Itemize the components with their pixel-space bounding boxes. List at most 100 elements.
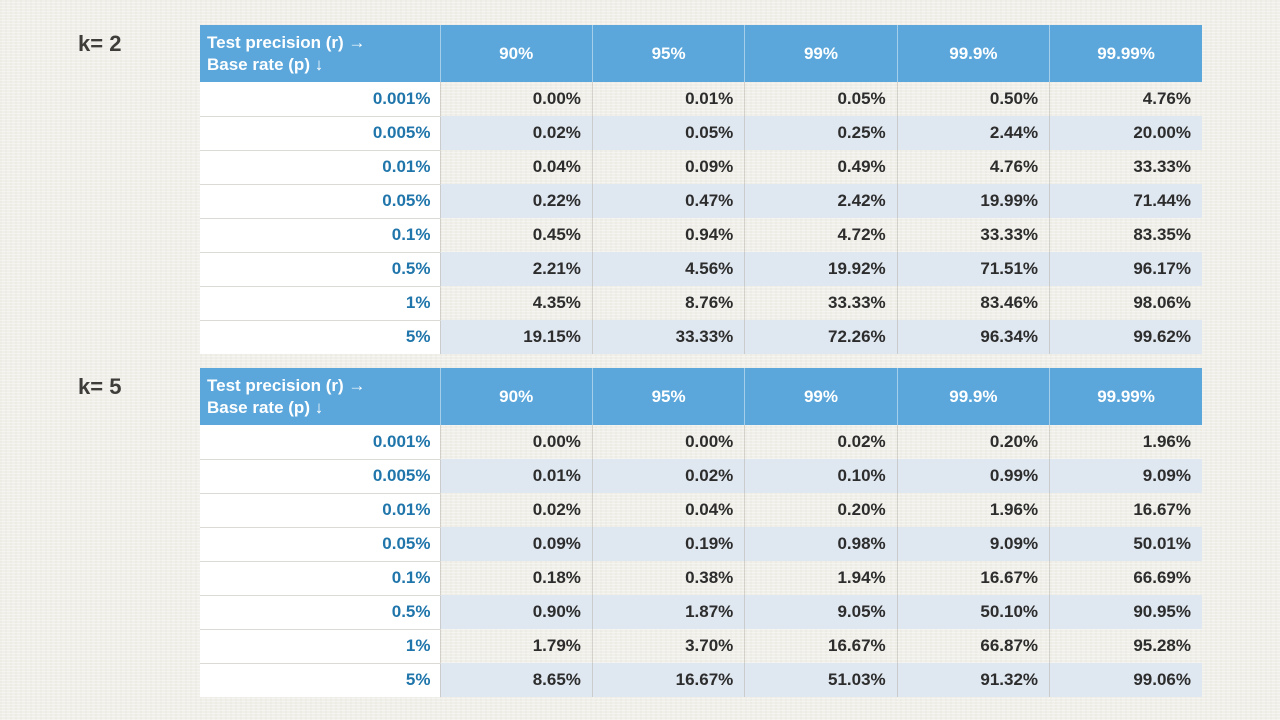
value-cell: 0.20% <box>896 425 1050 459</box>
value-cell: 33.33% <box>591 320 745 354</box>
row-label: 1% <box>200 286 440 321</box>
value-cell: 16.67% <box>591 663 745 697</box>
value-cell: 33.33% <box>1049 150 1202 184</box>
column-header: 99.99% <box>1049 368 1202 425</box>
value-cell: 95.28% <box>1049 629 1202 663</box>
value-cell: 16.67% <box>744 629 898 663</box>
value-cell: 20.00% <box>1049 116 1202 150</box>
value-cell: 0.04% <box>591 493 745 527</box>
column-header: 99.99% <box>1049 25 1202 82</box>
value-cell: 0.05% <box>744 82 898 116</box>
corner-header-cell: Test precision (r) → Base rate (p) ↓ <box>200 25 440 82</box>
table-row: 0.01% 0.04% 0.09% 0.49% 4.76% 33.33% <box>200 150 1202 185</box>
row-label: 5% <box>200 663 440 697</box>
row-label: 0.05% <box>200 527 440 562</box>
value-cell: 9.09% <box>1049 459 1202 493</box>
table-body: 0.001% 0.00% 0.00% 0.02% 0.20% 1.96% 0.005% 0.0… <box>200 425 1202 697</box>
value-cell: 1.96% <box>896 493 1050 527</box>
header-row: Test precision (r) → Base rate (p) ↓ 90%… <box>200 368 1202 425</box>
value-cell: 0.19% <box>591 527 745 561</box>
value-cell: 50.10% <box>896 595 1050 629</box>
value-cell: 2.21% <box>439 252 593 286</box>
value-cell: 99.62% <box>1049 320 1202 354</box>
k-table-section: k= 2 Test precision (r) → Base rate (p) … <box>0 25 1280 355</box>
value-cell: 0.05% <box>591 116 745 150</box>
value-cell: 1.79% <box>439 629 593 663</box>
column-header: 90% <box>439 368 593 425</box>
column-header: 99.9% <box>896 368 1050 425</box>
value-cell: 33.33% <box>896 218 1050 252</box>
value-cell: 3.70% <box>591 629 745 663</box>
precision-baserate-table: Test precision (r) → Base rate (p) ↓ 90%… <box>200 25 1202 354</box>
row-label: 0.01% <box>200 493 440 528</box>
value-cell: 2.44% <box>896 116 1050 150</box>
value-cell: 0.47% <box>591 184 745 218</box>
table-row: 0.001% 0.00% 0.01% 0.05% 0.50% 4.76% <box>200 82 1202 117</box>
value-cell: 0.18% <box>439 561 593 595</box>
value-cell: 96.17% <box>1049 252 1202 286</box>
column-header: 95% <box>591 368 745 425</box>
table-row: 0.1% 0.45% 0.94% 4.72% 33.33% 83.35% <box>200 218 1202 253</box>
value-cell: 4.56% <box>591 252 745 286</box>
corner-header-line2: Base rate (p) ↓ <box>207 397 324 417</box>
value-cell: 0.98% <box>744 527 898 561</box>
value-cell: 4.72% <box>744 218 898 252</box>
value-cell: 33.33% <box>744 286 898 320</box>
value-cell: 1.96% <box>1049 425 1202 459</box>
table-row: 5% 19.15% 33.33% 72.26% 96.34% 99.62% <box>200 320 1202 354</box>
value-cell: 1.94% <box>744 561 898 595</box>
value-cell: 0.50% <box>896 82 1050 116</box>
table-row: 0.01% 0.02% 0.04% 0.20% 1.96% 16.67% <box>200 493 1202 528</box>
table-row: 0.5% 2.21% 4.56% 19.92% 71.51% 96.17% <box>200 252 1202 287</box>
value-cell: 2.42% <box>744 184 898 218</box>
column-header: 99% <box>744 368 898 425</box>
value-cell: 71.44% <box>1049 184 1202 218</box>
row-label: 0.1% <box>200 561 440 596</box>
value-cell: 66.69% <box>1049 561 1202 595</box>
k-label: k= 5 <box>78 374 122 399</box>
row-label: 0.1% <box>200 218 440 253</box>
value-cell: 0.04% <box>439 150 593 184</box>
value-cell: 96.34% <box>896 320 1050 354</box>
value-cell: 0.90% <box>439 595 593 629</box>
value-cell: 16.67% <box>1049 493 1202 527</box>
table-row: 5% 8.65% 16.67% 51.03% 91.32% 99.06% <box>200 663 1202 697</box>
value-cell: 0.45% <box>439 218 593 252</box>
header-row: Test precision (r) → Base rate (p) ↓ 90%… <box>200 25 1202 82</box>
value-cell: 1.87% <box>591 595 745 629</box>
table-header: Test precision (r) → Base rate (p) ↓ 90%… <box>200 368 1202 425</box>
table-header: Test precision (r) → Base rate (p) ↓ 90%… <box>200 25 1202 82</box>
value-cell: 0.00% <box>591 425 745 459</box>
value-cell: 0.09% <box>591 150 745 184</box>
value-cell: 83.35% <box>1049 218 1202 252</box>
value-cell: 91.32% <box>896 663 1050 697</box>
row-label: 5% <box>200 320 440 354</box>
value-cell: 0.02% <box>439 493 593 527</box>
column-header: 99.9% <box>896 25 1050 82</box>
value-cell: 0.99% <box>896 459 1050 493</box>
table-row: 0.05% 0.09% 0.19% 0.98% 9.09% 50.01% <box>200 527 1202 562</box>
corner-header-line1: Test precision (r) → <box>207 375 366 395</box>
value-cell: 71.51% <box>896 252 1050 286</box>
value-cell: 98.06% <box>1049 286 1202 320</box>
row-label: 0.01% <box>200 150 440 185</box>
value-cell: 19.99% <box>896 184 1050 218</box>
value-cell: 0.20% <box>744 493 898 527</box>
value-cell: 66.87% <box>896 629 1050 663</box>
table-row: 0.05% 0.22% 0.47% 2.42% 19.99% 71.44% <box>200 184 1202 219</box>
value-cell: 4.76% <box>1049 82 1202 116</box>
value-cell: 0.00% <box>439 425 593 459</box>
row-label: 0.05% <box>200 184 440 219</box>
value-cell: 0.94% <box>591 218 745 252</box>
value-cell: 19.92% <box>744 252 898 286</box>
table-row: 0.1% 0.18% 0.38% 1.94% 16.67% 66.69% <box>200 561 1202 596</box>
value-cell: 0.09% <box>439 527 593 561</box>
table-row: 0.001% 0.00% 0.00% 0.02% 0.20% 1.96% <box>200 425 1202 460</box>
row-label: 1% <box>200 629 440 664</box>
value-cell: 99.06% <box>1049 663 1202 697</box>
value-cell: 9.05% <box>744 595 898 629</box>
value-cell: 0.02% <box>439 116 593 150</box>
corner-header-line2: Base rate (p) ↓ <box>207 54 324 74</box>
value-cell: 0.25% <box>744 116 898 150</box>
table-row: 0.005% 0.02% 0.05% 0.25% 2.44% 20.00% <box>200 116 1202 151</box>
